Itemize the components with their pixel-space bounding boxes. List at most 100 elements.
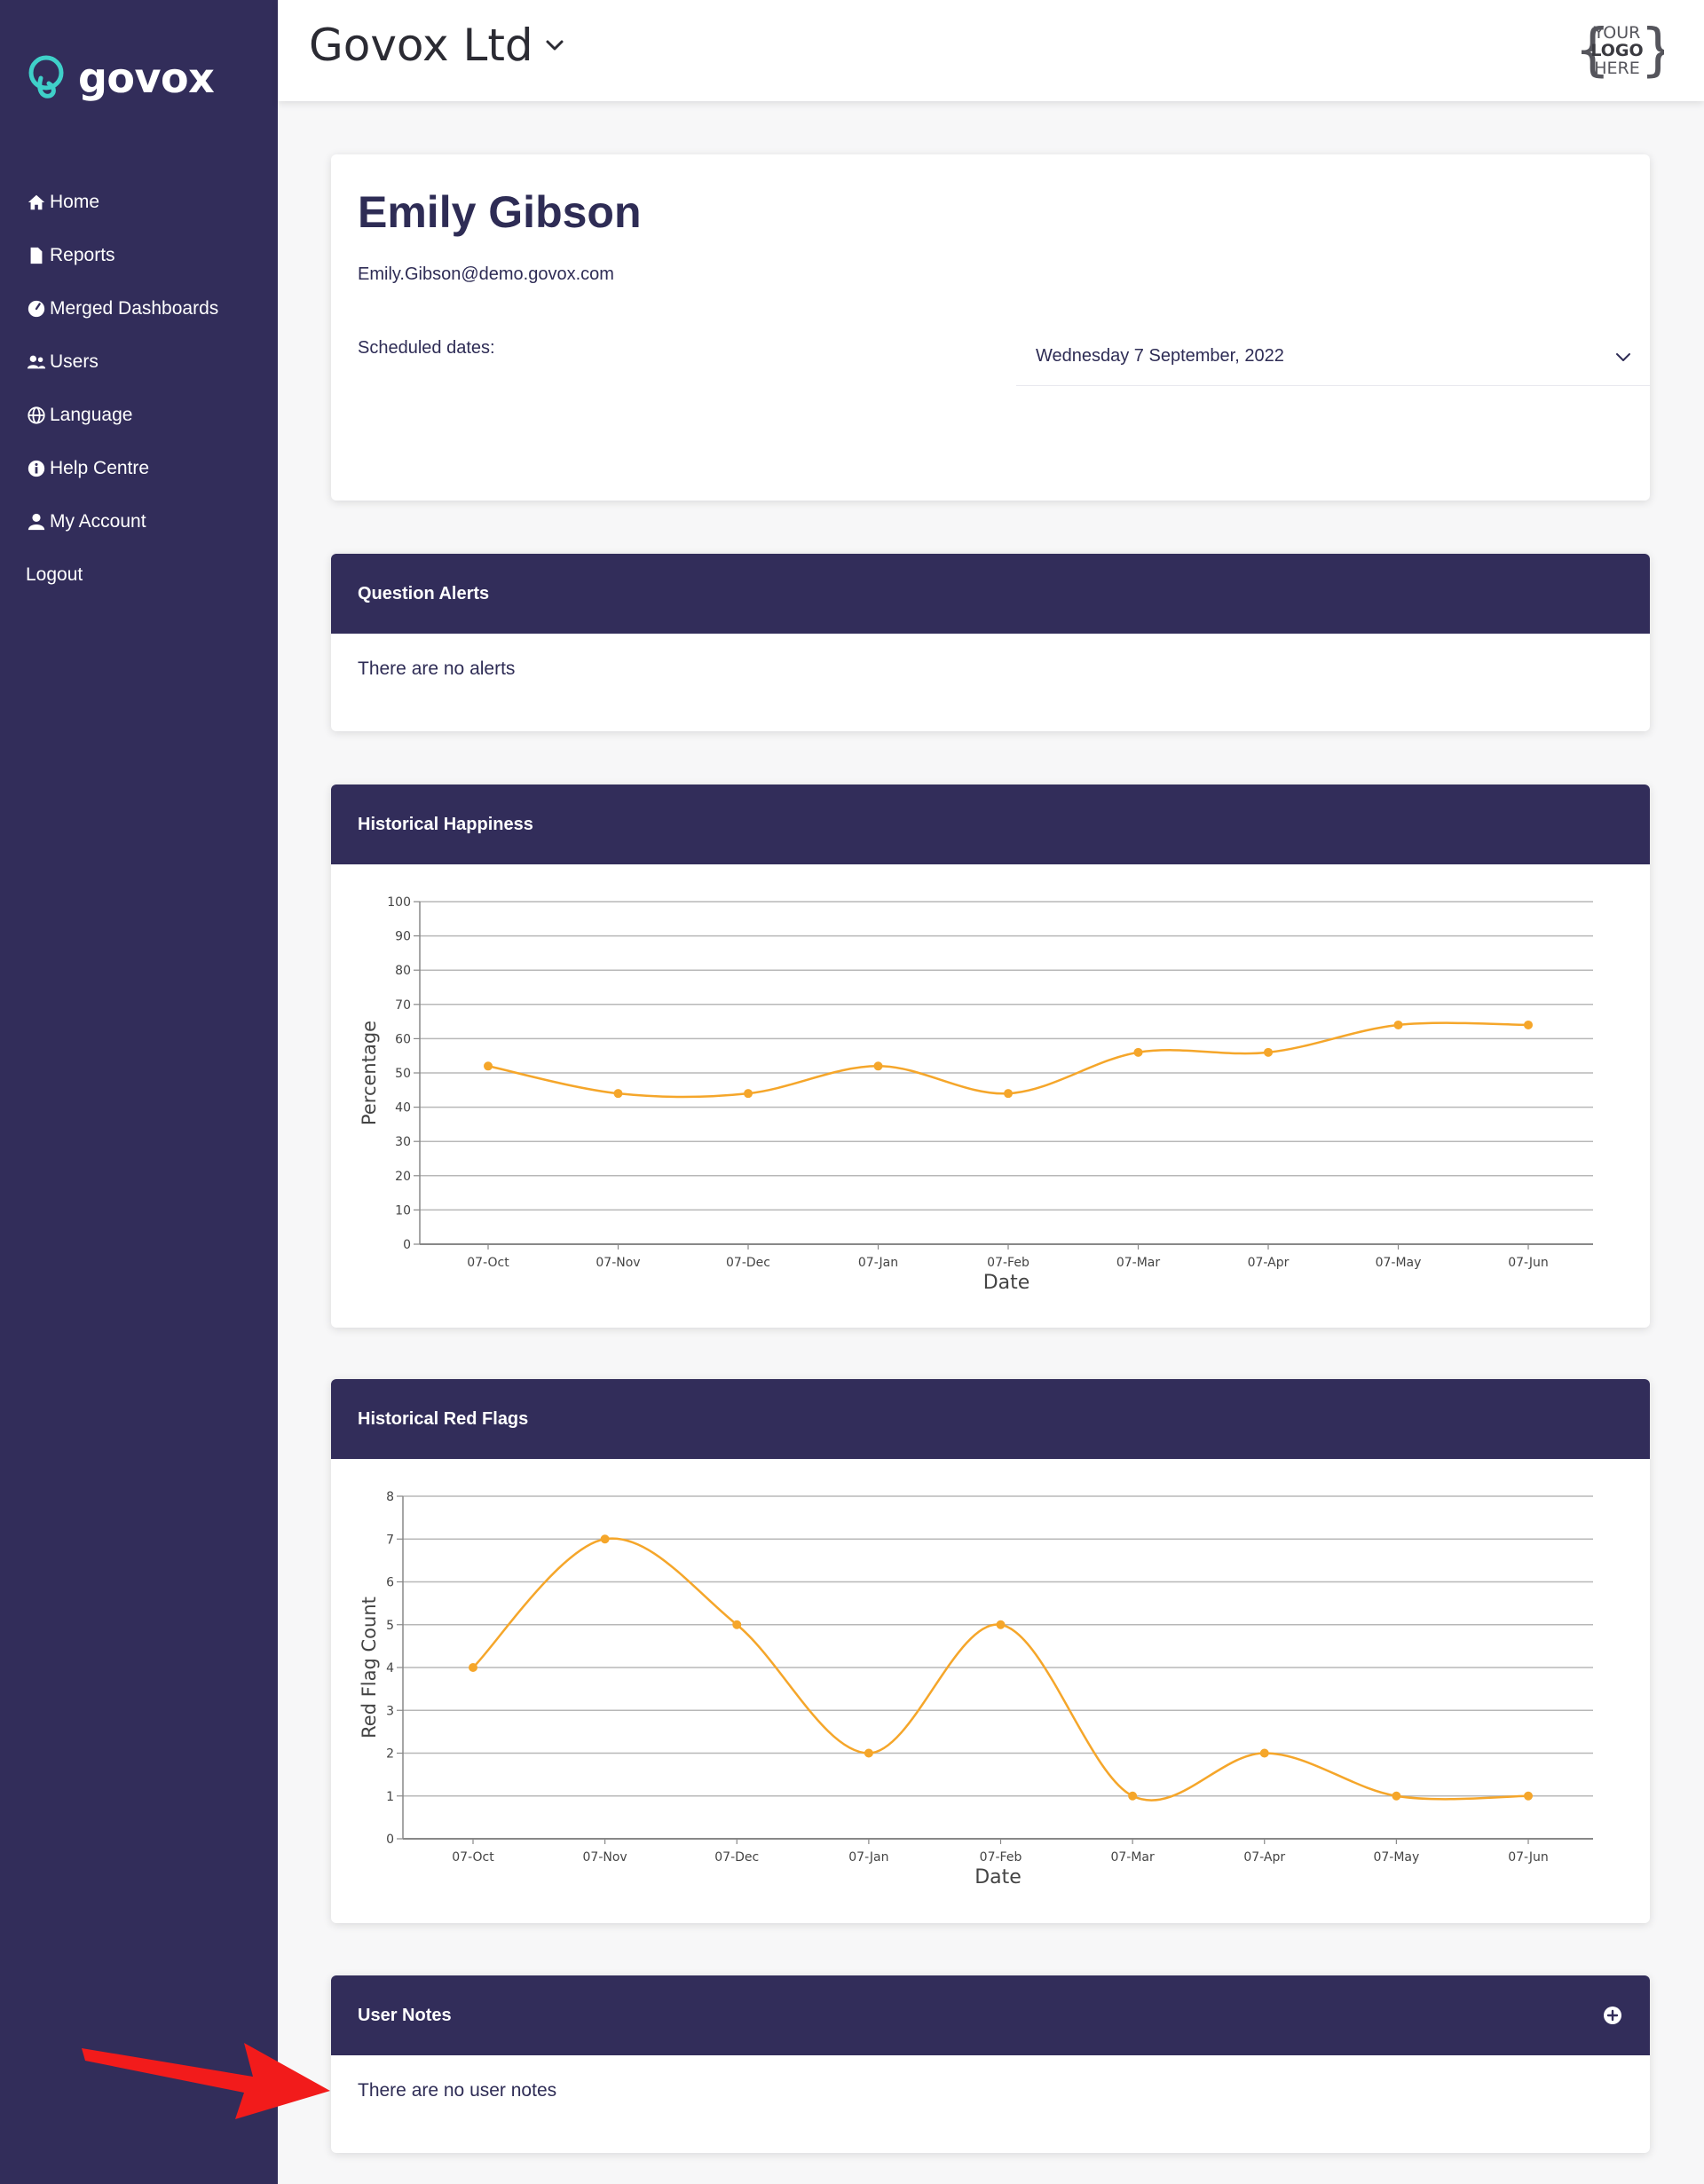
red-flags-chart: 0 1 2 3 4 5 6 7 8 07-Oct 07-Nov 07-Dec 07-Jan 07-Feb 0… [331, 1459, 1650, 1922]
sidebar-item-language[interactable]: Language [26, 389, 218, 442]
y-tick-label: 40 [395, 1101, 411, 1116]
add-note-button[interactable] [1604, 2007, 1621, 2024]
sidebar-item-label: Home [50, 192, 100, 212]
sidebar-nav: Home Reports Merged Dashboards Users Lan… [26, 176, 218, 602]
sidebar-item-logout[interactable]: Logout [26, 548, 218, 602]
brand-logo[interactable]: govox [25, 51, 215, 105]
y-tick-label: 7 [386, 1533, 394, 1547]
scheduled-dates-row: Scheduled dates: Wednesday 7 September, … [358, 327, 1650, 390]
x-tick-label: 07-May [1376, 1256, 1422, 1270]
data-point[interactable] [873, 1061, 883, 1071]
y-tick-label: 30 [395, 1135, 411, 1149]
y-tick-label: 100 [387, 895, 411, 910]
data-point[interactable] [1524, 1791, 1533, 1801]
sidebar-item-reports[interactable]: Reports [26, 229, 218, 282]
scheduled-dates-label: Scheduled dates: [358, 338, 495, 358]
y-tick-label: 1 [386, 1790, 394, 1804]
globe-icon [26, 405, 47, 426]
scheduled-dates-value: Wednesday 7 September, 2022 [1036, 346, 1284, 366]
sidebar-item-help-centre[interactable]: Help Centre [26, 442, 218, 495]
info-icon [26, 458, 47, 479]
data-point[interactable] [600, 1534, 610, 1544]
series-line [487, 1021, 1529, 1099]
x-tick-label: 07-Dec [714, 1850, 759, 1865]
data-point[interactable] [1524, 1020, 1533, 1029]
y-tick-label: 70 [395, 998, 411, 1013]
x-axis-title: Date [983, 1272, 1030, 1294]
home-icon [26, 192, 47, 213]
x-tick-label: 07-Oct [467, 1256, 509, 1270]
org-selector[interactable]: Govox Ltd [309, 20, 565, 71]
data-point[interactable] [1264, 1047, 1273, 1057]
x-tick-label: 07-Nov [583, 1850, 627, 1865]
data-point[interactable] [1393, 1020, 1403, 1029]
scheduled-dates-select[interactable]: Wednesday 7 September, 2022 [1016, 327, 1650, 386]
alerts-empty-text: There are no alerts [358, 658, 516, 679]
sidebar-item-label: Merged Dashboards [50, 298, 219, 319]
y-tick-label: 8 [386, 1490, 394, 1504]
y-axis-title: Percentage [359, 1021, 380, 1125]
sidebar-item-label: Help Centre [50, 458, 150, 478]
card-title: Question Alerts [358, 583, 490, 603]
x-axis-title: Date [974, 1866, 1022, 1888]
user-email: Emily.Gibson@demo.govox.com [358, 264, 614, 284]
card-header: Historical Red Flags [331, 1379, 1650, 1459]
data-point[interactable] [1259, 1748, 1269, 1758]
svg-text:}: } [1640, 18, 1664, 82]
org-name: Govox Ltd [309, 20, 533, 71]
data-point[interactable] [996, 1620, 1006, 1629]
data-point[interactable] [744, 1089, 753, 1099]
users-icon [26, 351, 47, 373]
data-point[interactable] [613, 1089, 623, 1099]
card-header: Question Alerts [331, 554, 1650, 634]
gauge-icon [26, 298, 47, 319]
notes-empty-text: There are no user notes [358, 2080, 557, 2101]
data-point[interactable] [469, 1663, 477, 1672]
data-point[interactable] [484, 1061, 493, 1071]
x-tick-label: 07-Nov [596, 1256, 640, 1270]
data-point[interactable] [1128, 1791, 1138, 1801]
x-tick-label: 07-Mar [1110, 1850, 1155, 1865]
x-tick-label: 07-Apr [1243, 1850, 1285, 1865]
y-tick-label: 50 [395, 1067, 411, 1081]
data-point[interactable] [864, 1748, 873, 1758]
card-header: Historical Happiness [331, 785, 1650, 864]
x-tick-label: 07-Feb [980, 1850, 1022, 1865]
card-title: Historical Red Flags [358, 1408, 529, 1429]
brand-name: govox [78, 54, 215, 102]
sidebar-item-merged-dashboards[interactable]: Merged Dashboards [26, 282, 218, 335]
user-notes-card: User Notes There are no user notes [331, 1975, 1650, 2153]
sidebar-item-label: Language [50, 405, 133, 425]
data-point[interactable] [1392, 1791, 1401, 1801]
sidebar-item-label: Reports [50, 245, 115, 265]
sidebar-item-my-account[interactable]: My Account [26, 495, 218, 548]
question-alerts-card: Question Alerts There are no alerts [331, 554, 1650, 731]
y-tick-label: 10 [395, 1203, 411, 1218]
chevron-down-icon [1616, 353, 1630, 361]
y-tick-label: 5 [386, 1619, 394, 1633]
sidebar-item-label: Users [50, 351, 99, 372]
x-tick-label: 07-Jun [1508, 1256, 1549, 1270]
data-point[interactable] [1133, 1047, 1143, 1057]
x-tick-label: 07-Jan [858, 1256, 898, 1270]
happiness-chart: 0 10 20 30 40 50 60 70 80 90 100 07-Oct 07-Nov 07-Dec… [331, 864, 1650, 1328]
sidebar-item-label: My Account [50, 511, 146, 532]
x-tick-label: 07-Jun [1508, 1850, 1549, 1865]
data-point[interactable] [1004, 1089, 1013, 1099]
y-tick-label: 4 [386, 1661, 394, 1675]
file-icon [26, 245, 47, 266]
red-flags-chart-svg: 0 1 2 3 4 5 6 7 8 07-Oct 07-Nov 07-Dec 07-Jan 07-Feb 0… [359, 1490, 1593, 1888]
x-tick-label: 07-Dec [726, 1256, 770, 1270]
data-point[interactable] [732, 1620, 742, 1629]
x-tick-label: 07-Feb [987, 1256, 1030, 1270]
y-axis-title: Red Flag Count [359, 1597, 380, 1739]
x-tick-label: 07-Oct [452, 1850, 494, 1865]
y-tick-label: 90 [395, 930, 411, 944]
historical-red-flags-card: Historical Red Flags 0 1 2 3 4 5 6 7 8 07-Oct 07-N… [331, 1379, 1650, 1923]
y-tick-label: 60 [395, 1032, 411, 1046]
annotation-arrow-icon [82, 2043, 330, 2119]
sidebar-item-home[interactable]: Home [26, 176, 218, 229]
sidebar: govox Home Reports Merged Dashboards Use… [0, 0, 278, 2184]
card-title: Historical Happiness [358, 814, 533, 834]
sidebar-item-users[interactable]: Users [26, 335, 218, 389]
